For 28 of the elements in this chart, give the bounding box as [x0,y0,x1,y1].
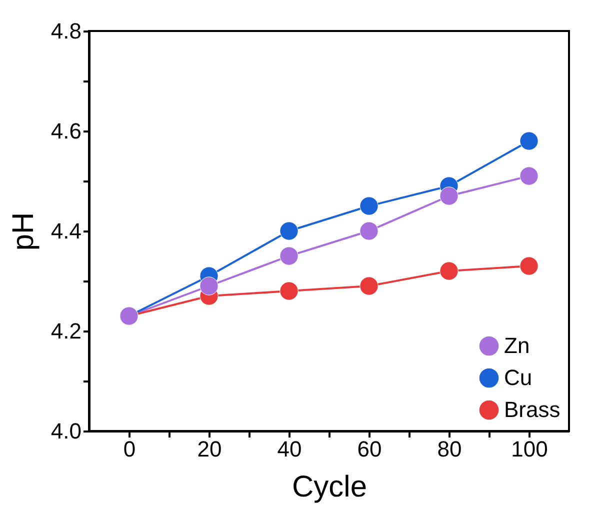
point [440,186,458,206]
legend-label: Zn [504,333,530,358]
y-tick-label: 4.6 [50,118,82,144]
point [280,222,298,240]
x-tick-label: 100 [511,436,548,462]
point [200,276,218,296]
x-tick-label: 20 [197,436,222,462]
point [520,256,538,276]
point [440,262,458,280]
y-tick-label: 4.4 [50,218,82,244]
point [520,132,538,150]
y-axis-title: pH [6,212,40,251]
x-tick-label: 40 [277,436,302,462]
point [360,196,378,216]
point [280,246,298,266]
point [360,222,378,240]
y-tick-label: 4.2 [50,318,82,344]
point [520,166,538,186]
point [280,282,298,300]
point [360,276,378,296]
x-tick-label: 80 [437,436,462,462]
legend-label: Cu [504,365,532,390]
y-tick-label: 4.0 [50,418,82,444]
x-axis-title: Cycle [292,470,368,504]
x-tick-label: 60 [357,436,382,462]
y-tick-label: 4.8 [50,18,82,44]
legend-label: Brass [504,397,560,422]
x-tick-label: 0 [123,436,136,462]
